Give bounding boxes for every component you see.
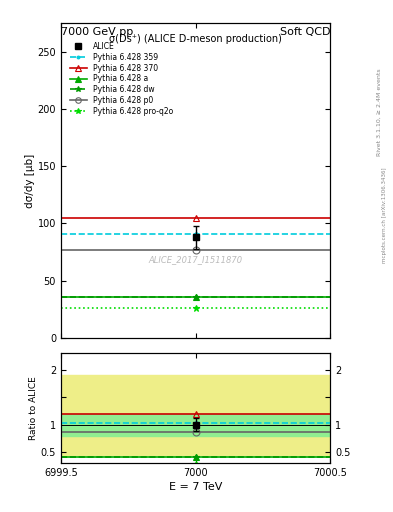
Legend: ALICE, Pythia 6.428 359, Pythia 6.428 370, Pythia 6.428 a, Pythia 6.428 dw, Pyth: ALICE, Pythia 6.428 359, Pythia 6.428 37… — [68, 39, 175, 118]
Bar — [61, 414, 330, 436]
Text: 7000 GeV pp: 7000 GeV pp — [61, 27, 133, 37]
Bar — [61, 375, 330, 455]
Text: Rivet 3.1.10, ≥ 2.4M events: Rivet 3.1.10, ≥ 2.4M events — [377, 69, 382, 157]
Text: Soft QCD: Soft QCD — [280, 27, 330, 37]
Y-axis label: dσ/dy [μb]: dσ/dy [μb] — [25, 154, 35, 207]
Text: σ(Ds⁺) (ALICE D-meson production): σ(Ds⁺) (ALICE D-meson production) — [109, 34, 282, 44]
Text: mcplots.cern.ch [arXiv:1306.3436]: mcplots.cern.ch [arXiv:1306.3436] — [382, 167, 387, 263]
Y-axis label: Ratio to ALICE: Ratio to ALICE — [29, 376, 38, 440]
X-axis label: E = 7 TeV: E = 7 TeV — [169, 482, 222, 493]
Text: ALICE_2017_I1511870: ALICE_2017_I1511870 — [149, 254, 242, 264]
